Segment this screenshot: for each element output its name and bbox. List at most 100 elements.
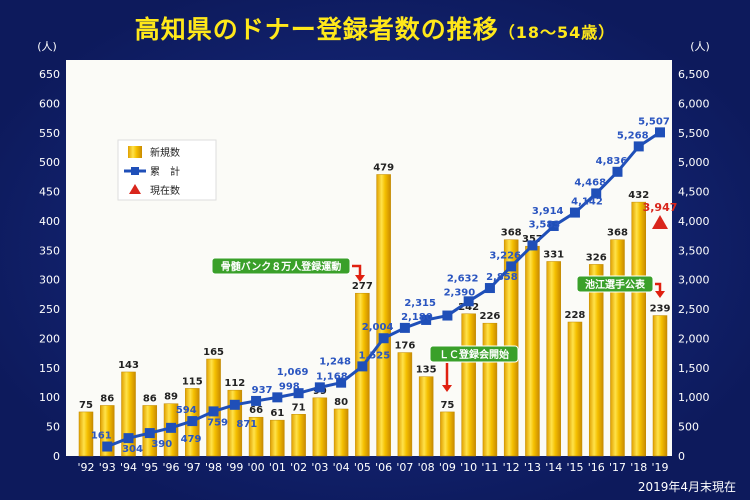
bar-label: 479 xyxy=(373,162,394,173)
cumulative-label: 2,632 xyxy=(447,273,479,284)
right-tick-label: 0 xyxy=(678,450,685,463)
annotation-box xyxy=(211,257,351,275)
x-tick-label: '98 xyxy=(205,461,222,474)
right-tick-label: 1,000 xyxy=(678,391,710,404)
x-tick-label: '06 xyxy=(375,461,392,474)
cumulative-label: 3,583 xyxy=(529,219,561,230)
footnote: 2019年4月末現在 xyxy=(637,480,736,494)
left-tick-label: 250 xyxy=(39,303,60,316)
left-tick-label: 200 xyxy=(39,332,60,345)
bar-label: 75 xyxy=(440,400,454,411)
current-count-label: 3,947 xyxy=(643,201,678,214)
x-tick-label: '08 xyxy=(418,461,435,474)
bar xyxy=(567,321,583,457)
bar xyxy=(248,416,264,457)
bar-label: 368 xyxy=(501,228,522,239)
left-tick-label: 100 xyxy=(39,391,60,404)
left-tick-label: 0 xyxy=(53,450,60,463)
bar xyxy=(397,352,413,457)
cumulative-marker xyxy=(166,422,177,433)
x-tick-label: '93 xyxy=(99,461,116,474)
cumulative-label: 4,468 xyxy=(574,177,606,188)
cumulative-label: 759 xyxy=(207,417,228,428)
right-tick-label: 6,000 xyxy=(678,97,710,110)
bar xyxy=(418,376,434,457)
legend-label-current: 現在数 xyxy=(150,184,180,197)
x-tick-label: '95 xyxy=(141,461,158,474)
cumulative-label: 3,226 xyxy=(489,250,521,261)
bar-label: 165 xyxy=(203,347,224,358)
left-tick-label: 600 xyxy=(39,97,60,110)
bar-label: 326 xyxy=(586,252,607,263)
bar-label: 176 xyxy=(394,341,415,352)
left-tick-label: 300 xyxy=(39,274,60,287)
cumulative-label: 5,507 xyxy=(638,116,670,127)
cumulative-marker xyxy=(548,220,559,231)
cumulative-label: 304 xyxy=(122,444,143,455)
cumulative-label: 2,180 xyxy=(401,312,433,323)
bar-label: 331 xyxy=(543,249,564,260)
x-tick-label: '00 xyxy=(248,461,265,474)
bar xyxy=(78,411,94,457)
x-tick-label: '94 xyxy=(120,461,137,474)
left-tick-label: 50 xyxy=(46,421,60,434)
right-tick-label: 3,000 xyxy=(678,274,710,287)
cumulative-label: 2,315 xyxy=(404,298,436,309)
cumulative-marker xyxy=(251,395,262,406)
title-suffix: （18〜54歳） xyxy=(498,23,616,42)
cumulative-label: 871 xyxy=(236,419,257,430)
bar xyxy=(355,292,370,457)
bar xyxy=(376,174,391,457)
right-tick-label: 500 xyxy=(678,421,699,434)
cumulative-label: 3,914 xyxy=(532,206,564,217)
x-tick-label: '14 xyxy=(545,461,562,474)
x-tick-label: '15 xyxy=(566,461,583,474)
x-tick-label: '03 xyxy=(311,461,328,474)
left-tick-label: 350 xyxy=(39,244,60,257)
annotation-box xyxy=(429,345,519,363)
cumulative-marker xyxy=(144,428,155,439)
title-text: 高知県のドナー登録者数の推移 xyxy=(134,15,499,44)
bar-label: 432 xyxy=(628,190,649,201)
cumulative-marker xyxy=(123,433,134,444)
right-tick-label: 6,500 xyxy=(678,68,710,81)
cumulative-label: 998 xyxy=(279,381,300,392)
bar-label: 135 xyxy=(416,365,437,376)
annotation-arrow xyxy=(655,282,662,292)
cumulative-label: 594 xyxy=(176,405,197,416)
annotation-arrow xyxy=(352,264,362,276)
left-axis-unit: (人) xyxy=(37,40,57,53)
cumulative-marker xyxy=(229,399,240,410)
cumulative-marker xyxy=(187,416,198,427)
bar xyxy=(461,313,476,457)
x-tick-label: '16 xyxy=(588,461,605,474)
bar xyxy=(482,322,498,457)
cumulative-label: 1,525 xyxy=(359,350,391,361)
cumulative-marker xyxy=(484,283,495,294)
x-tick-label: '10 xyxy=(460,461,477,474)
bar-label: 112 xyxy=(224,378,245,389)
cumulative-label: 2,004 xyxy=(362,322,394,333)
left-tick-label: 550 xyxy=(39,127,60,140)
bar xyxy=(333,408,349,457)
bar-label: 115 xyxy=(182,376,203,387)
bar-label: 89 xyxy=(164,392,178,403)
cumulative-marker xyxy=(314,382,325,393)
x-tick-label: '01 xyxy=(269,461,286,474)
right-tick-label: 4,000 xyxy=(678,215,710,228)
chart-title: 高知県のドナー登録者数の推移（18〜54歳） xyxy=(0,10,750,46)
bar xyxy=(652,315,668,457)
cumulative-marker xyxy=(506,261,517,272)
x-tick-label: '96 xyxy=(163,461,180,474)
right-tick-label: 4,500 xyxy=(678,186,710,199)
bar-label: 368 xyxy=(607,228,628,239)
x-tick-label: '05 xyxy=(354,461,371,474)
x-tick-label: '17 xyxy=(609,461,626,474)
annotation-text: ＬＣ登録会開始 xyxy=(439,348,509,361)
bar-label: 143 xyxy=(118,360,139,371)
annotation-box xyxy=(576,275,654,293)
bar-label: 75 xyxy=(79,400,93,411)
x-tick-label: '13 xyxy=(524,461,541,474)
